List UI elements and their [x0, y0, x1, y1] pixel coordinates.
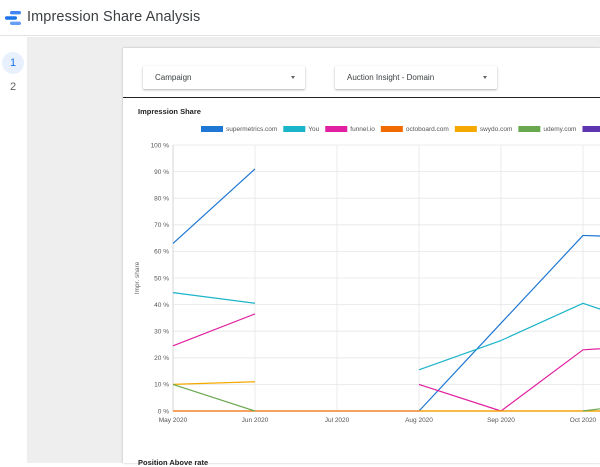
legend-label: funnel.io: [350, 126, 375, 133]
legend-swatch: [454, 126, 477, 132]
campaign-filter-label: Campaign: [155, 73, 192, 82]
y-tick-label: 30 %: [154, 329, 169, 336]
chart-title: Impression Share: [138, 107, 201, 116]
legend-swatch: [201, 126, 223, 132]
section-divider: [123, 97, 600, 98]
x-tick-label: May 2020: [159, 417, 188, 424]
chevron-down-icon: [291, 76, 295, 79]
auction-insight-label: Auction Insight - Domain: [347, 73, 435, 82]
legend-label: swydo.com: [480, 126, 513, 133]
y-tick-label: 70 %: [154, 222, 169, 229]
legend-swatch: [325, 126, 348, 132]
legend-swatch: [582, 126, 600, 132]
auction-insight-dropdown[interactable]: Auction Insight - Domain: [335, 66, 497, 89]
x-tick-label: Aug 2020: [405, 417, 433, 424]
y-tick-label: 0 %: [158, 408, 169, 415]
y-tick-label: 80 %: [154, 196, 169, 203]
y-tick-label: 10 %: [154, 382, 169, 389]
y-tick-label: 90 %: [154, 169, 169, 176]
y-tick-label: 100 %: [151, 142, 170, 149]
page-2-button[interactable]: 2: [9, 81, 17, 93]
campaign-filter-dropdown[interactable]: Campaign: [143, 66, 305, 89]
chevron-down-icon: [483, 76, 487, 79]
page-navigation: 1 2: [0, 37, 27, 463]
x-tick-label: Jun 2020: [242, 417, 269, 424]
legend-swatch: [380, 126, 403, 132]
series-line-funnel-io: [172, 313, 256, 347]
legend-label: udemy.com: [543, 126, 576, 133]
y-tick-label: 50 %: [154, 275, 169, 282]
y-axis-label: Impr. share: [134, 261, 141, 294]
series-line-you: [418, 302, 600, 371]
impression-share-chart: 0 % 10 % 20 % 30 % 40 % 50 % 60 % 70 % 80 % 90 % 1…: [134, 126, 600, 424]
y-tick-label: 20 %: [154, 355, 169, 362]
series-line-you: [172, 292, 256, 304]
series-line-udemy-com: [172, 383, 256, 412]
x-tick-label: Sep 2020: [487, 417, 515, 424]
page-1-button[interactable]: 1: [2, 52, 24, 74]
legend-label: octoboard.com: [406, 126, 449, 133]
y-tick-label: 60 %: [154, 249, 169, 256]
series-line-supermetrics-com: [418, 234, 600, 412]
y-tick-label: 40 %: [154, 302, 169, 309]
series-line-swydo-com: [172, 381, 256, 385]
legend-label: supermetrics.com: [226, 126, 277, 133]
x-tick-label: Oct 2020: [570, 417, 597, 424]
top-bar: Impression Share Analysis: [0, 0, 600, 36]
series-line-funnel-io: [418, 348, 600, 412]
series-line-supermetrics-com: [172, 168, 256, 244]
legend-swatch: [518, 126, 541, 132]
legend-label: You: [308, 126, 319, 133]
looker-studio-logo-icon: [5, 11, 21, 25]
legend-swatch: [283, 126, 306, 132]
report-title[interactable]: Impression Share Analysis: [27, 9, 201, 25]
series-line-udemy-com: [582, 408, 600, 412]
x-tick-label: Jul 2020: [325, 417, 350, 424]
